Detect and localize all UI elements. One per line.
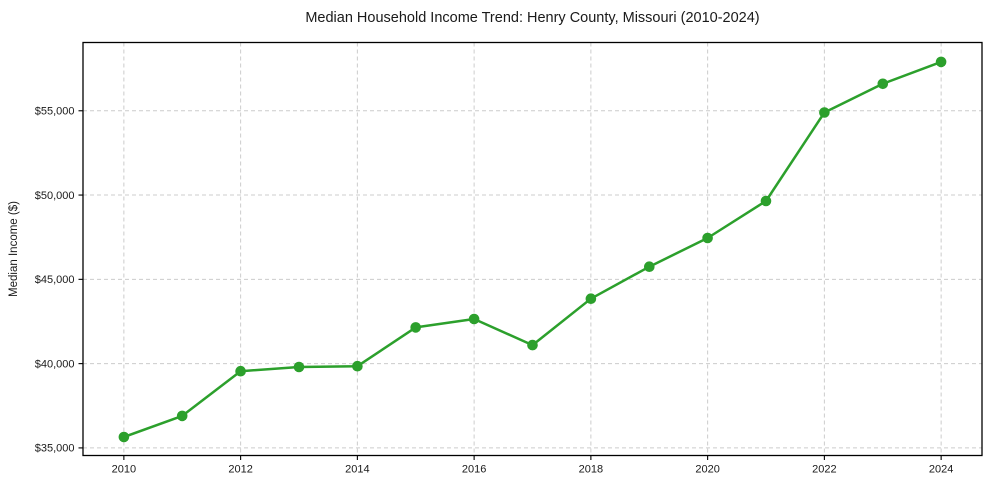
data-point-2014 [352,360,363,372]
y-tick-label: $55,000 [35,106,75,118]
y-axis-label: Median Income ($) [8,201,20,297]
data-point-2013 [293,361,305,373]
data-point-2010 [118,431,130,443]
axes-layer [82,41,983,457]
data-point-2019 [644,261,655,273]
data-point-2020 [702,232,713,244]
y-tick-label: $50,000 [35,190,75,202]
data-point-2012 [235,365,246,377]
data-point-2011 [176,410,188,422]
x-tick-label: 2016 [462,464,486,476]
x-tick-label: 2012 [228,464,252,476]
series-layer [118,56,947,443]
data-point-2024 [935,56,947,68]
data-point-2017 [527,339,538,351]
x-tick-label: 2014 [345,464,369,476]
y-tick-label: $45,000 [35,274,75,286]
x-tick-label: 2022 [812,464,836,476]
y-tick-label: $35,000 [35,443,75,455]
x-tick-label: 2010 [112,464,136,476]
chart-title: Median Household Income Trend: Henry Cou… [305,10,759,26]
data-point-2018 [585,293,597,305]
grid-layer [83,42,982,456]
income-trend-line [122,60,943,439]
plot-border [82,41,983,457]
data-point-2023 [877,78,889,90]
data-point-2021 [760,195,772,207]
x-tick-label: 2020 [695,464,719,476]
x-tick-label: 2024 [929,464,953,476]
data-point-2015 [410,322,422,333]
data-point-2022 [819,107,830,118]
x-tick-label: 2018 [579,464,603,476]
data-point-2016 [468,313,480,325]
y-tick-label: $40,000 [35,358,75,370]
ticks-layer: $35,000 $40,000 $45,000 $50,000 $55,000 2010 2… [35,106,954,476]
